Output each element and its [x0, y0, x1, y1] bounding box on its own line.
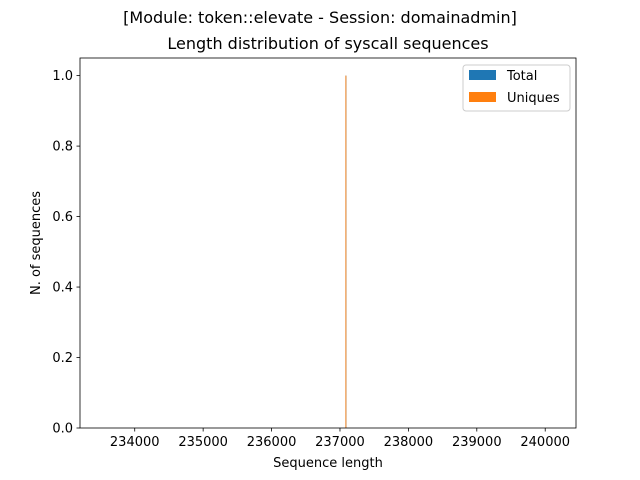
- x-axis-ticks: 234000 235000 236000 237000 238000 239000 2400…: [110, 428, 570, 450]
- legend-swatch-total: [469, 70, 496, 80]
- x-tick-label: 237000: [315, 435, 365, 450]
- x-tick-label: 234000: [110, 435, 160, 450]
- legend-label-uniques: Uniques: [507, 91, 560, 106]
- y-tick-label: 0.4: [52, 281, 73, 296]
- y-axis-label: N. of sequences: [29, 191, 44, 295]
- legend-label-total: Total: [506, 69, 537, 84]
- x-axis-label: Sequence length: [273, 456, 383, 471]
- x-tick-label: 236000: [247, 435, 297, 450]
- legend: Total Uniques: [462, 64, 571, 112]
- y-tick-label: 0.2: [52, 351, 73, 366]
- y-tick-label: 0.6: [52, 210, 73, 225]
- bars-group: [345, 75, 347, 428]
- x-tick-label: 238000: [384, 435, 434, 450]
- y-axis-ticks: 0.0 0.2 0.4 0.6 0.8 1.0: [52, 69, 80, 437]
- x-tick-label: 239000: [452, 435, 502, 450]
- y-tick-label: 1.0: [52, 69, 73, 84]
- y-tick-label: 0.8: [52, 140, 73, 155]
- plot-frame: [79, 57, 577, 429]
- chart-title: Length distribution of syscall sequences: [167, 34, 488, 53]
- figure-suptitle: [Module: token::elevate - Session: domai…: [123, 8, 517, 27]
- bar-uniques-0: [345, 75, 347, 428]
- y-tick-label: 0.0: [52, 422, 73, 437]
- x-tick-label: 240000: [520, 435, 570, 450]
- x-tick-label: 235000: [178, 435, 228, 450]
- legend-swatch-uniques: [469, 92, 496, 102]
